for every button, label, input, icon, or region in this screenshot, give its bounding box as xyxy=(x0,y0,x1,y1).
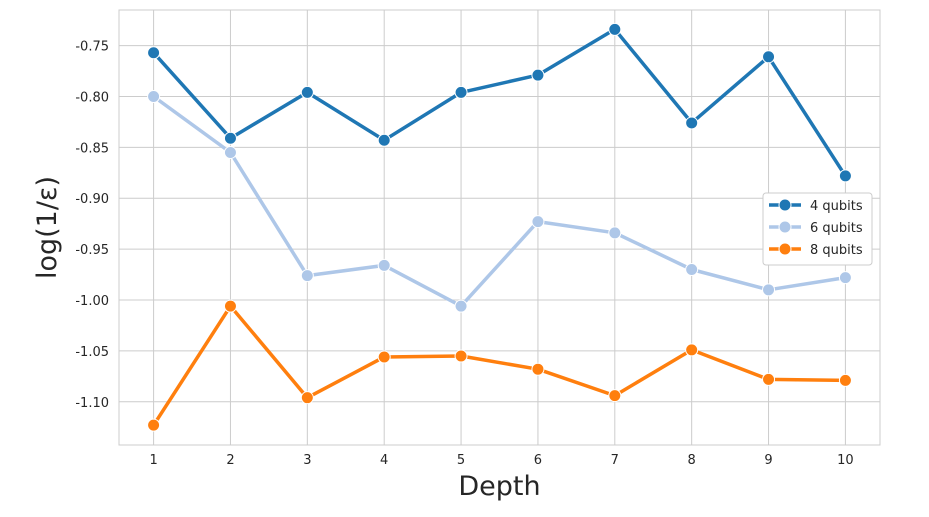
data-point xyxy=(454,85,468,99)
series-line xyxy=(151,94,848,308)
data-point xyxy=(531,215,545,229)
x-tick-label: 3 xyxy=(303,453,311,468)
y-tick-label: -1.00 xyxy=(75,294,109,309)
data-point xyxy=(223,145,237,159)
y-tick-label: -1.10 xyxy=(75,396,109,411)
data-point xyxy=(300,391,314,405)
y-axis-ticks: -0.75 -0.80 -0.85 -0.90 -0.95 -1.00 -1.05 -1.10 xyxy=(75,40,109,411)
data-point xyxy=(838,271,852,285)
data-point xyxy=(762,283,776,297)
data-point xyxy=(223,299,237,313)
x-axis-ticks: 1 2 3 4 5 6 7 8 9 10 xyxy=(149,453,853,468)
series-line xyxy=(151,27,848,178)
legend-item: 6 qubits xyxy=(769,220,863,236)
y-tick-label: -0.80 xyxy=(75,90,109,105)
data-point xyxy=(685,116,699,130)
data-point xyxy=(300,85,314,99)
legend: 4 qubits 6 qubits 8 qubits xyxy=(762,192,873,266)
series-line xyxy=(151,304,848,427)
legend-label: 8 qubits xyxy=(810,243,863,258)
series-group xyxy=(147,22,852,432)
legend-item: 8 qubits xyxy=(769,242,863,258)
data-point xyxy=(377,133,391,147)
data-point xyxy=(377,350,391,364)
x-tick-label: 9 xyxy=(764,453,772,468)
data-point xyxy=(838,373,852,387)
x-tick-label: 1 xyxy=(149,453,157,468)
y-tick-label: -0.75 xyxy=(75,40,109,55)
legend-marker xyxy=(778,198,792,212)
data-point xyxy=(454,299,468,313)
y-tick-label: -0.85 xyxy=(75,141,109,156)
data-point xyxy=(608,389,622,403)
data-point xyxy=(147,418,161,432)
data-point xyxy=(838,169,852,183)
data-point xyxy=(377,258,391,272)
data-point xyxy=(531,68,545,82)
legend-label: 4 qubits xyxy=(810,199,863,214)
grid xyxy=(119,10,880,445)
data-point xyxy=(685,343,699,357)
x-tick-label: 4 xyxy=(380,453,388,468)
series-3 xyxy=(147,299,852,432)
data-point xyxy=(223,131,237,145)
x-tick-label: 2 xyxy=(226,453,234,468)
data-point xyxy=(685,262,699,276)
y-tick-label: -0.90 xyxy=(75,192,109,207)
series-2 xyxy=(147,89,852,313)
y-tick-label: -1.05 xyxy=(75,345,109,360)
data-point xyxy=(608,226,622,240)
x-tick-label: 5 xyxy=(457,453,465,468)
legend-marker xyxy=(778,242,792,256)
legend-item: 4 qubits xyxy=(769,198,863,214)
data-point xyxy=(147,46,161,60)
data-point xyxy=(454,349,468,363)
data-point xyxy=(762,372,776,386)
data-point xyxy=(300,269,314,283)
x-tick-label: 6 xyxy=(534,453,542,468)
legend-label: 6 qubits xyxy=(810,221,863,236)
plot-area-frame xyxy=(118,9,881,446)
x-tick-label: 8 xyxy=(688,453,696,468)
y-axis-title: log(1/ε) xyxy=(32,176,63,279)
data-point xyxy=(531,362,545,376)
y-tick-label: -0.95 xyxy=(75,243,109,258)
series-1 xyxy=(147,22,852,183)
legend-marker xyxy=(778,220,792,234)
data-point xyxy=(608,22,622,36)
x-axis-title: Depth xyxy=(458,471,540,502)
x-tick-label: 10 xyxy=(837,453,854,468)
data-point xyxy=(147,89,161,103)
x-tick-label: 7 xyxy=(611,453,619,468)
data-point xyxy=(762,50,776,64)
